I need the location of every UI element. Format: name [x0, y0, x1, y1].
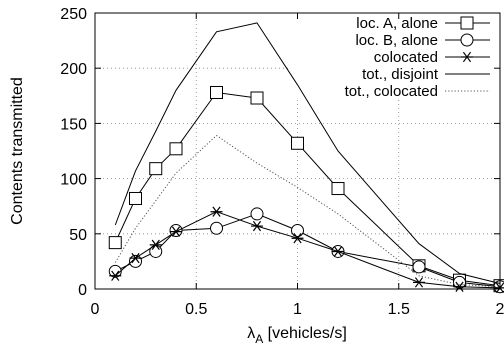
- data-point-square: [210, 85, 223, 99]
- x-tick-label: 0: [91, 301, 100, 318]
- data-point-square: [129, 191, 142, 205]
- data-point-star: [413, 277, 425, 288]
- data-point-square: [250, 91, 264, 105]
- data-point-star: [251, 220, 263, 232]
- y-tick-label: 250: [60, 6, 87, 23]
- data-point-square: [291, 136, 304, 150]
- legend-item: tot., colocated: [345, 83, 490, 100]
- data-point-star: [109, 270, 122, 281]
- x-tick-label: 0.5: [185, 301, 207, 318]
- y-tick-label: 0: [78, 282, 87, 299]
- data-point-circle: [250, 207, 264, 221]
- data-point-circle: [291, 223, 304, 237]
- x-tick-label: 2: [496, 301, 504, 318]
- legend-label: tot., disjoint: [362, 66, 439, 83]
- legend-item: loc. B, alone: [355, 32, 490, 49]
- data-point-star: [170, 226, 182, 237]
- y-tick-label: 100: [60, 172, 87, 189]
- data-point-star: [210, 206, 223, 217]
- legend-label: colocated: [374, 49, 438, 66]
- series-layer: [108, 22, 504, 294]
- grid-lines: [95, 13, 500, 289]
- y-axis-title: Contents transmitted: [9, 77, 26, 225]
- data-point-star: [129, 252, 142, 264]
- x-axis-title: λA [vehicles/s]: [247, 325, 347, 346]
- data-point-square: [331, 182, 345, 196]
- data-point-circle: [210, 221, 223, 235]
- series-line: [114, 134, 501, 288]
- data-point-circle: [412, 260, 426, 274]
- x-tick-label: 1.5: [388, 301, 410, 318]
- series-line: [114, 22, 501, 284]
- legend-label: tot., colocated: [345, 83, 438, 100]
- data-point-square: [169, 142, 183, 156]
- y-tick-label: 50: [69, 227, 87, 244]
- data-point-circle: [460, 33, 474, 47]
- axis-ticks: 0 50 100 150 200 250 0 0.5 1 1.5 2: [60, 6, 504, 318]
- series-1: [108, 207, 504, 294]
- data-point-star: [461, 51, 473, 63]
- data-point-star: [332, 246, 344, 257]
- x-tick-label: 1: [293, 301, 302, 318]
- series-0: [108, 85, 504, 293]
- series-2: [109, 206, 504, 294]
- legend-item: loc. A, alone: [356, 15, 490, 32]
- legend-label: loc. B, alone: [355, 32, 438, 49]
- series-line: [114, 211, 501, 289]
- data-point-square: [460, 16, 474, 30]
- series-3: [114, 22, 501, 284]
- legend-item: tot., disjoint: [362, 66, 490, 83]
- legend-label: loc. A, alone: [356, 15, 438, 32]
- series-line: [114, 91, 501, 287]
- series-4: [114, 134, 501, 288]
- legend-item: colocated: [374, 49, 490, 66]
- data-point-star: [291, 233, 304, 244]
- data-point-square: [108, 236, 122, 250]
- data-point-circle: [108, 264, 122, 278]
- y-tick-label: 200: [60, 61, 87, 78]
- data-point-square: [149, 162, 163, 176]
- data-point-star: [149, 239, 162, 250]
- y-tick-label: 150: [60, 116, 87, 133]
- data-point-circle: [453, 275, 466, 289]
